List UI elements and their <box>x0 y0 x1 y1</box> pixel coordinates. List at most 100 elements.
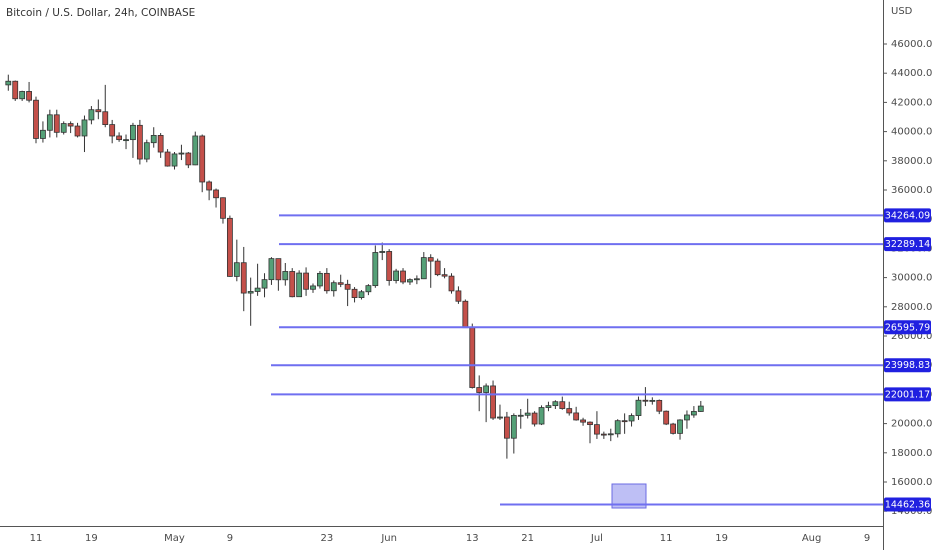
candle-body <box>538 407 545 425</box>
y-axis-label: USD <box>891 6 913 17</box>
candle-body <box>407 279 413 283</box>
level-label: 26595.79 <box>885 322 930 333</box>
x-tick-label: May <box>164 533 185 544</box>
y-tick-label: 38000.00 <box>891 156 932 167</box>
candle-body <box>621 420 628 423</box>
candle-body <box>476 387 483 393</box>
candle-body <box>88 109 95 121</box>
candle-body <box>510 415 517 439</box>
candle-body <box>116 135 122 141</box>
candle-body <box>143 142 150 160</box>
candle-body <box>330 282 337 292</box>
candle-body <box>67 123 74 127</box>
candle-body <box>199 135 206 183</box>
candle-body <box>517 414 524 417</box>
candle-body <box>670 423 676 434</box>
candle-body <box>490 385 496 419</box>
candle-body <box>150 134 157 144</box>
candle-body <box>157 134 164 153</box>
y-tick-label: 42000.00 <box>891 97 932 108</box>
x-tick-label: Aug <box>802 533 822 544</box>
candle-body <box>213 189 219 199</box>
candle-body <box>109 124 116 137</box>
candle-body <box>386 251 393 281</box>
candle-body <box>552 401 559 407</box>
candle-body <box>344 283 351 290</box>
y-tick-label: 40000.00 <box>891 127 932 138</box>
candle-body <box>600 433 607 436</box>
x-tick-label: 21 <box>521 533 534 544</box>
x-tick-label: 9 <box>864 533 870 544</box>
level-label-bg <box>884 497 931 512</box>
x-tick-label: 11 <box>30 533 43 544</box>
candle-body <box>46 114 53 131</box>
candle-body <box>358 291 365 299</box>
candle-body <box>684 414 690 421</box>
candle-body <box>226 217 233 277</box>
candle-body <box>233 262 240 277</box>
candle-body <box>136 124 143 160</box>
candle-body <box>455 290 462 302</box>
x-tick-label: Jun <box>380 533 397 544</box>
candle-body <box>178 152 185 155</box>
candle-body <box>413 278 420 281</box>
candle-body <box>275 258 282 281</box>
candle-body <box>206 181 213 191</box>
candle-body <box>469 327 476 388</box>
chart-title: Bitcoin / U.S. Dollar, 24h, COINBASE <box>6 7 195 19</box>
candle-body <box>261 279 268 289</box>
candle-body <box>12 80 19 100</box>
candle-body <box>351 288 358 299</box>
candle-body <box>545 405 552 408</box>
candle-body <box>19 91 26 100</box>
candle-body <box>33 99 39 139</box>
candle-body <box>268 258 275 281</box>
candle-body <box>337 282 344 285</box>
level-label: 23998.83 <box>885 360 930 371</box>
candle-body <box>400 270 406 283</box>
candle-body <box>663 410 670 425</box>
y-tick-label: 18000.00 <box>891 448 932 459</box>
x-tick-label: 19 <box>715 533 728 544</box>
y-tick-label: 44000.00 <box>891 68 932 79</box>
y-tick-label: 30000.00 <box>891 273 932 284</box>
candle-body <box>677 419 683 434</box>
candle-body <box>427 257 434 262</box>
x-tick-label: 23 <box>320 533 333 544</box>
candle-body <box>240 262 247 294</box>
candle-body <box>296 272 303 298</box>
candle-body <box>5 80 12 86</box>
candle-body <box>365 285 372 293</box>
level-label-bg <box>884 358 931 373</box>
candle-body <box>40 129 46 139</box>
candle-body <box>497 416 503 419</box>
candle-body <box>53 114 60 133</box>
candle-body <box>580 419 586 423</box>
candle-body <box>635 399 642 416</box>
candle-body <box>587 421 593 426</box>
candle-body <box>74 125 81 137</box>
candle-body <box>441 274 448 277</box>
candle-body <box>628 415 635 422</box>
y-tick-label: 16000.00 <box>891 477 932 488</box>
x-tick-label: 11 <box>660 533 673 544</box>
level-label: 34264.09 <box>885 210 930 221</box>
level-label: 14462.36 <box>885 499 930 510</box>
candle-body <box>192 135 199 166</box>
candle-body <box>81 119 88 137</box>
x-tick-label: 9 <box>227 533 233 544</box>
candle-body <box>503 416 510 439</box>
candle-body <box>656 399 663 412</box>
candle-body <box>372 252 379 287</box>
y-tick-label: 28000.00 <box>891 302 932 313</box>
candle-body <box>26 91 32 101</box>
candle-body <box>420 257 427 280</box>
candle-body <box>697 405 704 412</box>
candle-body <box>130 124 136 141</box>
candle-body <box>289 271 296 298</box>
candle-body <box>393 270 400 281</box>
candle-body <box>247 291 254 294</box>
candle-body <box>282 271 289 281</box>
level-label-bg <box>884 387 931 402</box>
